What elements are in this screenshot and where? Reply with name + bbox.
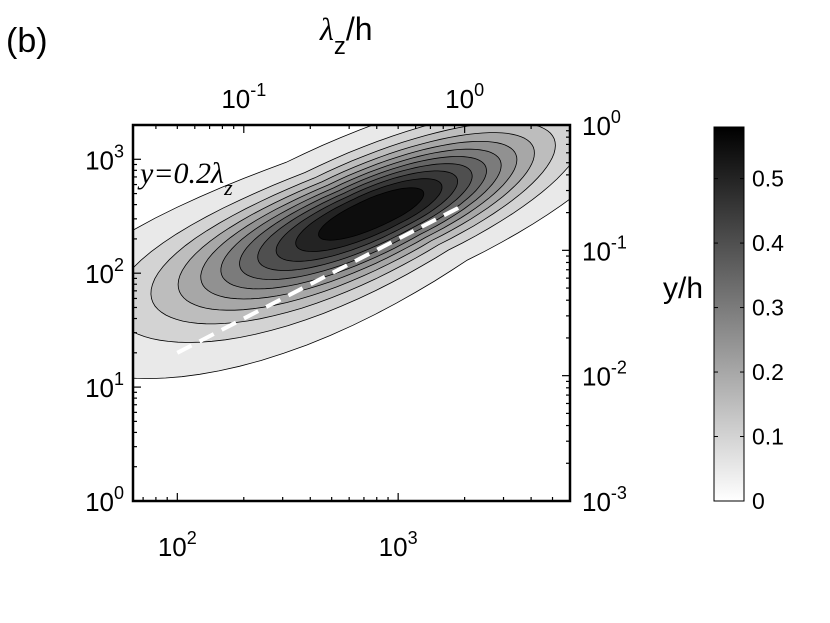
top-tick-label: 10-1 (221, 80, 266, 114)
bottom-tick-label: 103 (379, 528, 418, 562)
left-tick-label: 101 (85, 369, 124, 403)
annotation-main: y=0.2λ (137, 157, 224, 190)
colorbar (713, 126, 745, 502)
right-axis-label: y/h (663, 272, 703, 305)
plot-frame (131, 123, 572, 503)
left-tick-label: 103 (85, 141, 124, 175)
contour-field (133, 125, 570, 380)
left-tick-label: 102 (85, 255, 124, 289)
top-tick-label-base: 10 (221, 84, 250, 114)
right-tick-label-base: 10 (582, 487, 611, 517)
colorbar-tick-label: 0.4 (752, 230, 784, 256)
top-axis-label-sub: z (334, 33, 346, 60)
panel-label: (b) (6, 22, 48, 60)
left-tick-label: 100 (85, 483, 124, 517)
bottom-tick-label-exp: 3 (408, 528, 418, 548)
left-tick-label-exp: 0 (114, 483, 124, 503)
reference-line (176, 205, 461, 355)
top-tick-label-base: 10 (445, 84, 474, 114)
annotation-text: y=0.2λz (137, 157, 233, 200)
colorbar-tick-label: 0.3 (752, 295, 784, 321)
top-tick-label-exp: -1 (250, 80, 266, 100)
right-tick-label-exp: 0 (611, 107, 621, 127)
right-tick-label-base: 10 (582, 111, 611, 141)
bottom-tick-label: 102 (158, 528, 197, 562)
right-tick-label-base: 10 (582, 362, 611, 392)
left-tick-label-base: 10 (85, 145, 114, 175)
right-tick-label: 10-3 (582, 483, 627, 517)
colorbar-tick-label: 0 (752, 488, 765, 514)
left-tick-label-exp: 3 (114, 141, 124, 161)
colorbar-ticks: 0 0.1 0.2 0.3 0.4 0.5 (714, 166, 784, 514)
left-tick-label-base: 10 (85, 259, 114, 289)
bottom-tick-label-exp: 2 (187, 528, 197, 548)
left-tick-label-base: 10 (85, 487, 114, 517)
right-tick-label-exp: -1 (611, 232, 627, 252)
top-tick-label: 100 (445, 80, 484, 114)
right-tick-label: 10-1 (582, 232, 627, 266)
colorbar-tick-label: 0.2 (752, 359, 784, 385)
colorbar-tick-label: 0.1 (752, 424, 784, 450)
bottom-tick-label-base: 10 (158, 532, 187, 562)
right-tick-label-exp: -2 (611, 358, 627, 378)
top-axis-label-rest: /h (346, 11, 373, 47)
top-tick-label-exp: 0 (474, 80, 484, 100)
bottom-tick-label-base: 10 (379, 532, 408, 562)
reference-line-layer (176, 205, 461, 355)
top-axis-label: λz/h (319, 11, 373, 60)
right-tick-label: 10-2 (582, 358, 627, 392)
left-tick-label-exp: 2 (114, 255, 124, 275)
right-tick-label-base: 10 (582, 236, 611, 266)
left-tick-label-exp: 1 (114, 369, 124, 389)
right-tick-label: 100 (582, 107, 621, 141)
right-tick-label-exp: -3 (611, 483, 627, 503)
colorbar-tick-label: 0.5 (752, 166, 784, 192)
annotation-sub: z (223, 175, 233, 200)
contour-level (318, 187, 425, 241)
left-tick-label-base: 10 (85, 373, 114, 403)
top-axis-label-main: λ (319, 11, 334, 47)
